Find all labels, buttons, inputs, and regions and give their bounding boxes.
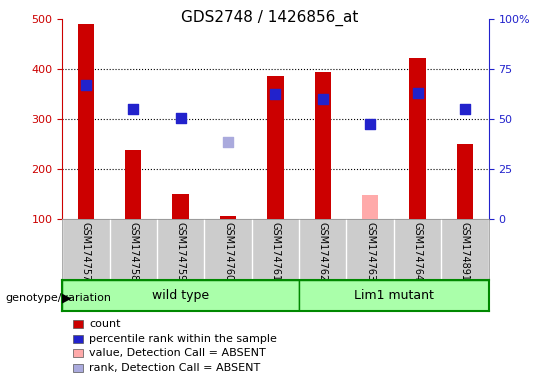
Bar (220, 217, 237, 219)
Point (176, 114, 185, 121)
Point (461, 106, 469, 112)
Text: GSM174762: GSM174762 (318, 222, 328, 281)
Text: Lim1 mutant: Lim1 mutant (354, 289, 434, 302)
Text: GSM174757: GSM174757 (81, 222, 91, 281)
Text: ▶: ▶ (62, 291, 72, 304)
Point (224, 139, 232, 145)
Point (82, 82, 90, 88)
Bar (299, 280, 489, 311)
Point (413, 89, 422, 96)
Bar (314, 72, 331, 219)
Bar (409, 58, 426, 219)
Bar (62, 280, 299, 311)
Point (319, 96, 327, 102)
Text: genotype/variation: genotype/variation (5, 293, 111, 303)
Bar (267, 76, 284, 219)
Bar (125, 150, 141, 219)
Text: GSM174763: GSM174763 (365, 222, 375, 281)
Text: GSM174764: GSM174764 (413, 222, 423, 281)
Point (366, 121, 375, 127)
Bar (78, 24, 94, 219)
Text: GSM174759: GSM174759 (176, 222, 186, 281)
Text: GSM174758: GSM174758 (128, 222, 138, 281)
Text: GSM174761: GSM174761 (271, 222, 280, 281)
Point (129, 106, 138, 112)
Text: percentile rank within the sample: percentile rank within the sample (89, 334, 277, 344)
Text: wild type: wild type (152, 289, 209, 302)
Bar (457, 144, 473, 219)
Text: GDS2748 / 1426856_at: GDS2748 / 1426856_at (181, 10, 359, 26)
Point (271, 91, 280, 97)
Text: rank, Detection Call = ABSENT: rank, Detection Call = ABSENT (89, 363, 260, 373)
Text: GSM174891: GSM174891 (460, 222, 470, 281)
Text: count: count (89, 319, 120, 329)
Text: value, Detection Call = ABSENT: value, Detection Call = ABSENT (89, 348, 266, 358)
Bar (362, 195, 379, 219)
Text: GSM174760: GSM174760 (223, 222, 233, 281)
Bar (172, 194, 189, 219)
